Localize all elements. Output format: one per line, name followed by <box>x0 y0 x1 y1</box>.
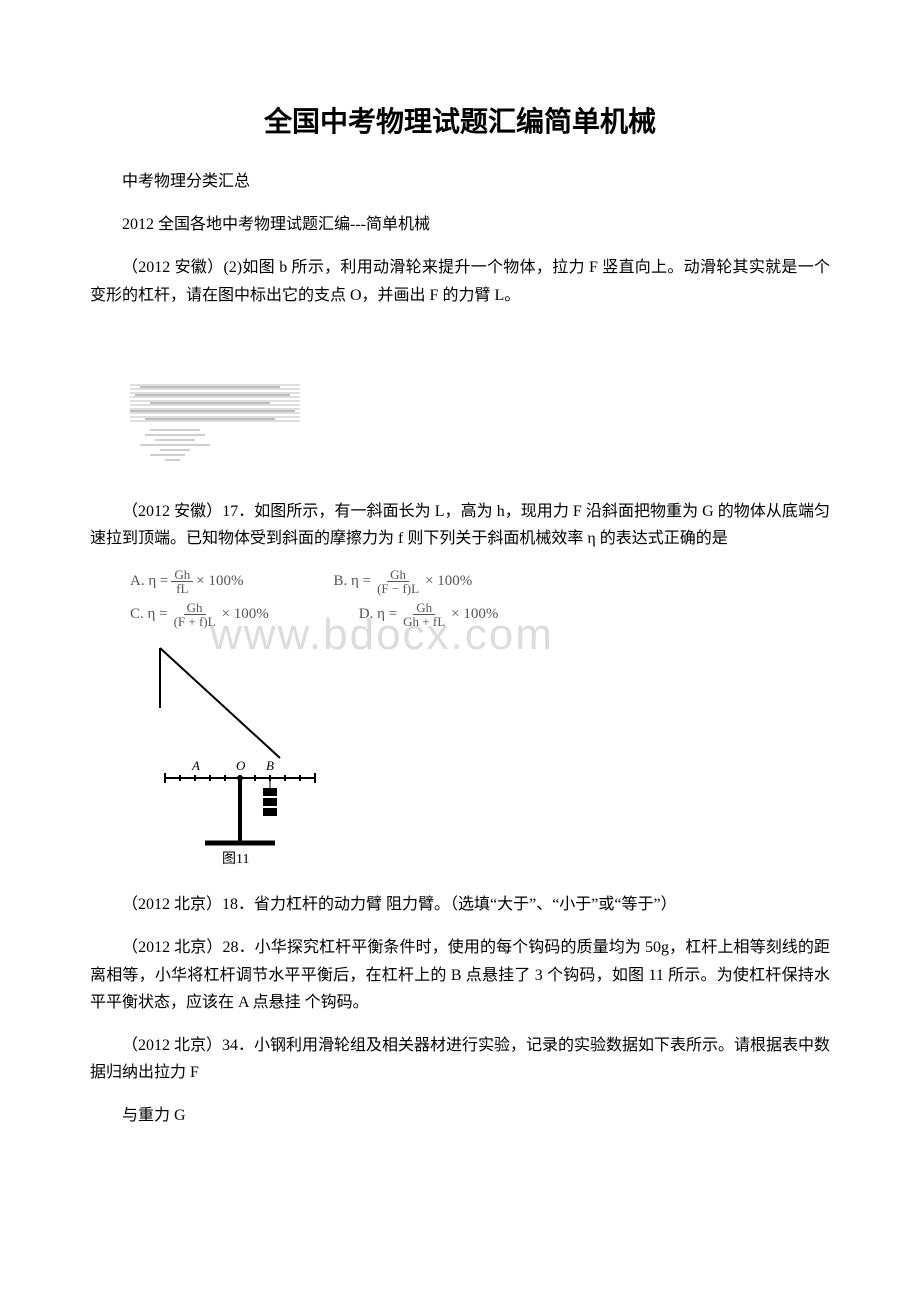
option-c-label: C. η = <box>130 606 168 623</box>
paragraph-q-beijing-34: （2012 北京）34．小钢利用滑轮组及相关器材进行实验，记录的实验数据如下表所… <box>90 1032 830 1086</box>
option-d-tail: × 100% <box>451 606 498 623</box>
paragraph-q-anhui-2: （2012 安徽）(2)如图 b 所示，利用动滑轮来提升一个物体，拉力 F 竖直… <box>90 254 830 308</box>
paragraph-intro-1: 中考物理分类汇总 <box>90 168 830 195</box>
option-d-frac: Gh Gh + fL <box>400 601 448 628</box>
lever-label-b: B <box>266 758 274 773</box>
option-b: B. η = Gh (F − f)L × 100% <box>334 568 473 595</box>
pulley-noise-svg <box>130 325 300 475</box>
lever-label-o: O <box>236 758 246 773</box>
option-d-den: Gh + fL <box>400 615 448 628</box>
option-c-den: (F + f)L <box>171 615 219 628</box>
figure-pulley-placeholder <box>130 325 830 480</box>
paragraph-q-beijing-28: （2012 北京）28．小华探究杠杆平衡条件时，使用的每个钩码的质量均为 50g… <box>90 934 830 1016</box>
option-c: C. η = Gh (F + f)L × 100% <box>130 601 269 628</box>
option-d-label: D. η = <box>359 606 397 623</box>
paragraph-q-anhui-17: （2012 安徽）17．如图所示，有一斜面长为 L，高为 h，现用力 F 沿斜面… <box>90 498 830 552</box>
option-d-num: Gh <box>413 601 435 615</box>
option-a-tail: × 100% <box>196 573 243 590</box>
lever-svg: A O B 图11 <box>150 638 330 868</box>
option-a-frac: Gh fL <box>171 568 193 595</box>
option-b-den: (F − f)L <box>374 582 422 595</box>
formula-options: A. η = Gh fL × 100% B. η = Gh (F − f)L ×… <box>130 568 830 628</box>
option-c-num: Gh <box>184 601 206 615</box>
option-b-frac: Gh (F − f)L <box>374 568 422 595</box>
paragraph-q-beijing-34b: 与重力 G <box>90 1102 830 1129</box>
option-a-label: A. η = <box>130 573 168 590</box>
option-d: D. η = Gh Gh + fL × 100% <box>359 601 499 628</box>
option-a-num: Gh <box>171 568 193 582</box>
document-page: 全国中考物理试题汇编简单机械 中考物理分类汇总 2012 全国各地中考物理试题汇… <box>0 0 920 1205</box>
option-b-label: B. η = <box>334 573 372 590</box>
option-b-num: Gh <box>387 568 409 582</box>
lever-caption: 图11 <box>222 852 249 867</box>
option-b-tail: × 100% <box>425 573 472 590</box>
figure-11-lever: A O B 图11 <box>150 638 830 873</box>
option-a: A. η = Gh fL × 100% <box>130 568 244 595</box>
lever-label-a: A <box>191 758 200 773</box>
paragraph-q-beijing-18: （2012 北京）18．省力杠杆的动力臂 阻力臂。（选填“大于”、“小于”或“等… <box>90 891 830 918</box>
paragraph-intro-2: 2012 全国各地中考物理试题汇编---简单机械 <box>90 211 830 238</box>
option-c-tail: × 100% <box>222 606 269 623</box>
page-title: 全国中考物理试题汇编简单机械 <box>90 100 830 140</box>
option-a-den: fL <box>173 582 191 595</box>
option-c-frac: Gh (F + f)L <box>171 601 219 628</box>
